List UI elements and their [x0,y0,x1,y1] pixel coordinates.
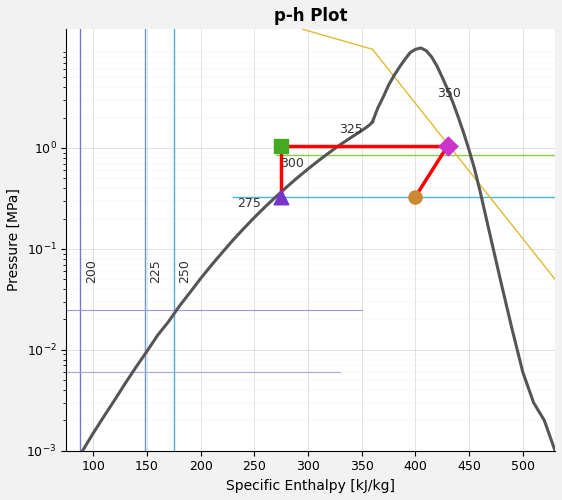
Text: 325: 325 [339,124,363,136]
Text: 200: 200 [85,260,98,283]
Text: 350: 350 [437,86,461,100]
Point [411,192,420,200]
Y-axis label: Pressure [MPa]: Pressure [MPa] [7,188,21,292]
Point [277,142,285,150]
Text: 275: 275 [237,198,261,210]
Text: 300: 300 [280,157,304,170]
Point [443,142,452,150]
X-axis label: Specific Enthalpy [kJ/kg]: Specific Enthalpy [kJ/kg] [226,479,395,493]
Title: p-h Plot: p-h Plot [274,7,347,25]
Point [277,192,285,200]
Text: 225: 225 [149,260,162,283]
Text: 250: 250 [178,260,191,283]
